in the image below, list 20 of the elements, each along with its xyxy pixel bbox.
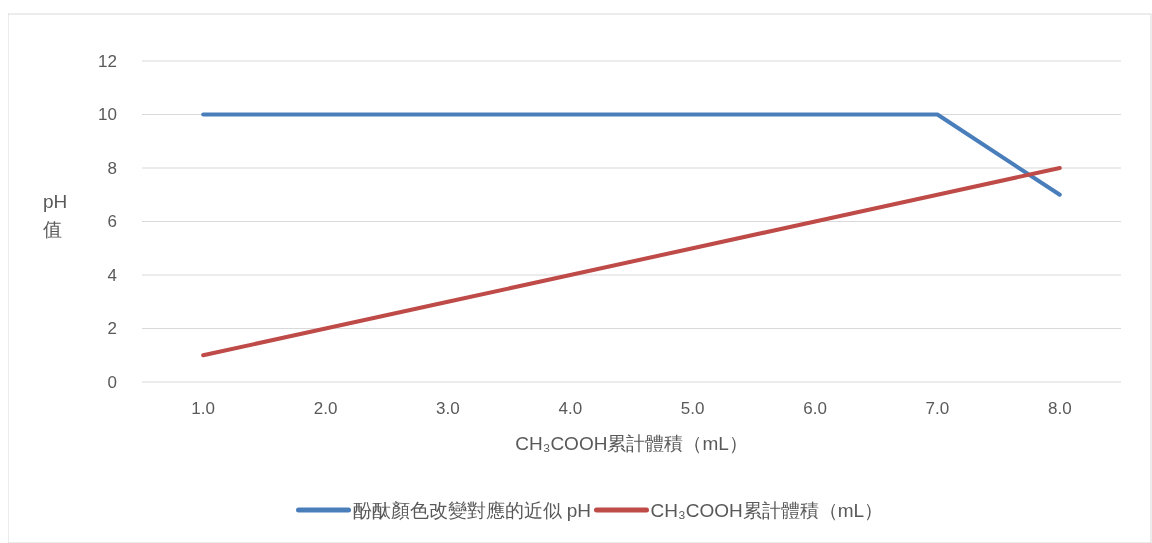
y-tick-label: 10 <box>98 105 117 125</box>
x-tick-label: 6.0 <box>803 399 827 418</box>
x-axis-title: CH₃COOH累計體積（mL） <box>515 433 748 454</box>
x-tick-label: 1.0 <box>191 399 216 418</box>
y-tick-label: 2 <box>107 319 117 339</box>
legend-label: 酚酞顏色改變對應的近似 pH <box>352 499 592 521</box>
y-tick-label: 4 <box>107 265 117 285</box>
x-tick-label: 8.0 <box>1047 399 1072 418</box>
y-tick-label: 0 <box>107 372 117 392</box>
line-series <box>201 166 1062 358</box>
legend-label: CH₃COOH累計體積（mL） <box>650 499 884 521</box>
x-tick-label: 7.0 <box>925 399 950 418</box>
y-tick-label: 12 <box>98 51 117 71</box>
x-tick-label: 3.0 <box>436 399 460 418</box>
y-tick-label: 6 <box>107 212 117 232</box>
x-tick-label: 4.0 <box>558 399 583 418</box>
y-tick-label: 8 <box>107 158 117 178</box>
y-axis-title: pH值 <box>43 190 69 242</box>
x-tick-label: 5.0 <box>680 399 705 418</box>
x-tick-label: 2.0 <box>313 399 338 418</box>
